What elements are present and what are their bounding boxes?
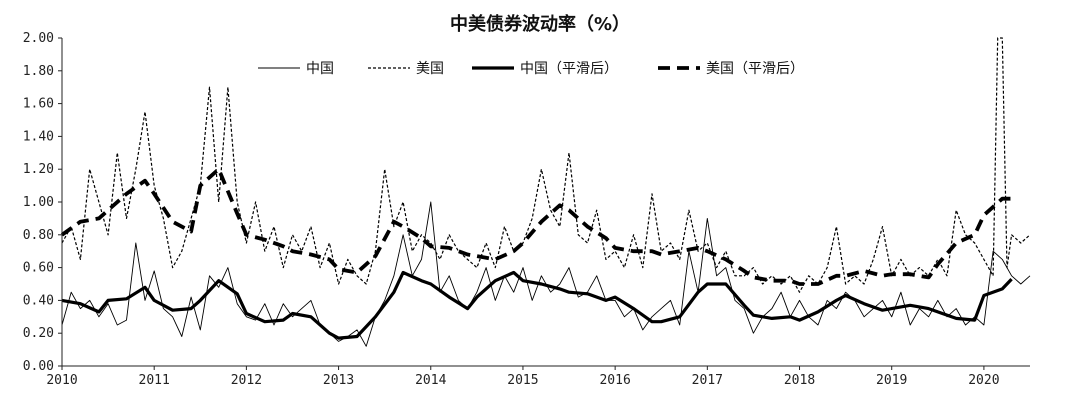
y-tick-label: 0.00 bbox=[23, 359, 54, 374]
x-tick-label: 2019 bbox=[876, 373, 907, 388]
y-tick-label: 0.20 bbox=[23, 326, 54, 341]
y-tick-label: 1.20 bbox=[23, 162, 54, 177]
y-tick-label: 1.60 bbox=[23, 97, 54, 112]
x-tick-label: 2013 bbox=[323, 373, 354, 388]
legend-label-0: 中国 bbox=[306, 61, 334, 77]
legend-label-3: 美国（平滑后） bbox=[706, 60, 804, 77]
x-tick-label: 2014 bbox=[415, 373, 446, 388]
x-tick-label: 2011 bbox=[139, 373, 170, 388]
y-axis-ticks: 0.00 0.20 0.40 0.60 0.80 1.00 1.20 1.40 1.60 1.80… bbox=[23, 31, 62, 374]
y-tick-label: 0.60 bbox=[23, 261, 54, 276]
series-layer bbox=[60, 37, 1031, 347]
series-line-1 bbox=[61, 37, 1031, 293]
y-tick-label: 2.00 bbox=[23, 31, 54, 46]
x-tick-label: 2012 bbox=[231, 373, 262, 388]
series-line-2 bbox=[61, 270, 1013, 340]
x-tick-label: 2010 bbox=[46, 373, 77, 388]
x-axis-ticks: 2010 2011 2012 2013 2014 2015 2016 2017 2018 2019… bbox=[46, 366, 1000, 388]
y-tick-label: 0.80 bbox=[23, 228, 54, 243]
x-tick-label: 2015 bbox=[507, 373, 538, 388]
x-tick-label: 2020 bbox=[968, 373, 999, 388]
x-tick-label: 2017 bbox=[692, 373, 723, 388]
y-tick-label: 0.40 bbox=[23, 293, 54, 308]
legend-label-2: 中国（平滑后） bbox=[520, 60, 618, 77]
legend-label-1: 美国 bbox=[416, 61, 444, 77]
x-tick-label: 2018 bbox=[784, 373, 815, 388]
series-line-3 bbox=[60, 167, 1012, 286]
y-tick-label: 1.40 bbox=[23, 129, 54, 144]
y-tick-label: 1.80 bbox=[23, 64, 54, 79]
y-tick-label: 1.00 bbox=[23, 195, 54, 210]
x-tick-label: 2016 bbox=[599, 373, 630, 388]
legend: 中国 美国 中国（平滑后） 美国（平滑后） bbox=[258, 60, 804, 77]
chart-title: 中美债券波动率（%） bbox=[450, 13, 630, 35]
